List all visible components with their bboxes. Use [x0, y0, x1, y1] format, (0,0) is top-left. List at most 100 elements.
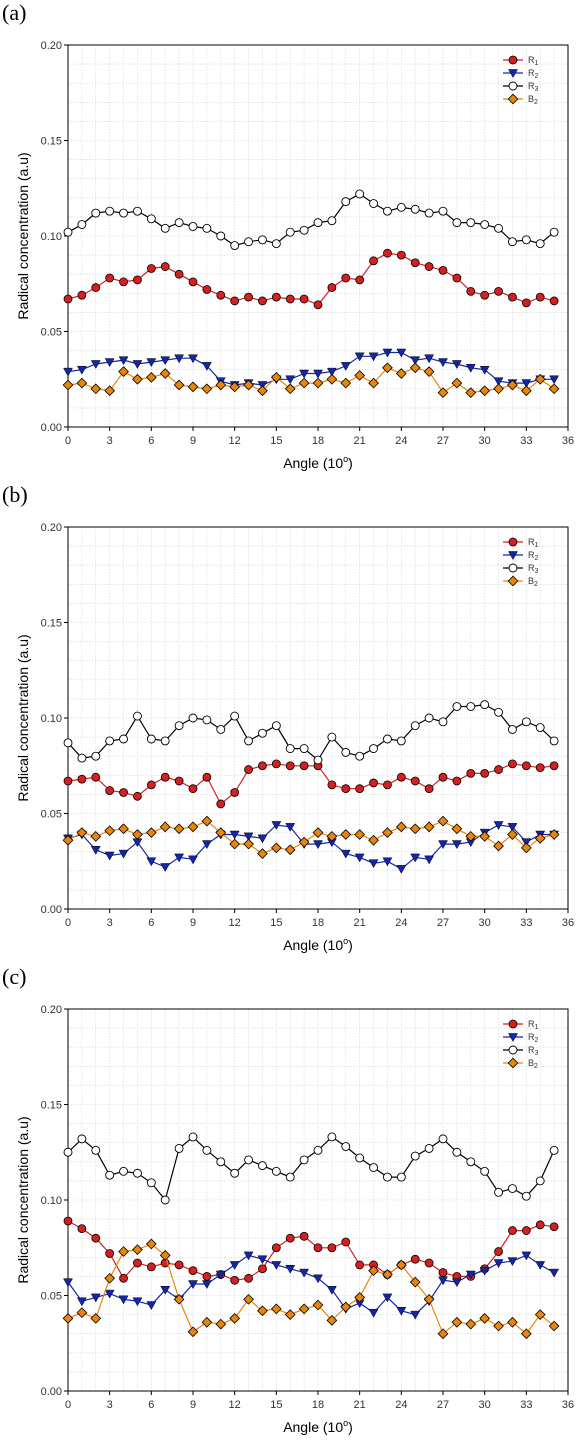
- data-point: [438, 1134, 448, 1144]
- data-point: [424, 713, 434, 723]
- data-point: [285, 375, 296, 385]
- data-point: [299, 761, 309, 771]
- data-point: [299, 1155, 309, 1165]
- data-point: [466, 286, 476, 296]
- data-point: [479, 365, 490, 375]
- data-point: [104, 1272, 116, 1284]
- x-tick-label: 36: [562, 917, 574, 929]
- data-point: [369, 744, 379, 754]
- data-point: [146, 358, 157, 368]
- data-point: [159, 821, 171, 833]
- data-point: [355, 1153, 365, 1163]
- data-point: [507, 1257, 518, 1267]
- data-point: [452, 273, 462, 283]
- data-point: [285, 1233, 295, 1243]
- data-point: [548, 1320, 560, 1332]
- data-point: [271, 292, 281, 302]
- data-point: [298, 836, 310, 848]
- data-point: [382, 1293, 393, 1303]
- y-tick-label: 0.10: [41, 1195, 62, 1207]
- data-point: [368, 834, 379, 846]
- legend-marker: [508, 69, 518, 79]
- data-point: [63, 776, 73, 786]
- data-point: [369, 1163, 379, 1172]
- data-point: [423, 1293, 435, 1305]
- data-point: [201, 362, 212, 371]
- y-tick-label: 0.00: [41, 1386, 62, 1398]
- data-point: [174, 853, 185, 863]
- y-tick-label: 0.15: [41, 136, 62, 148]
- data-point: [480, 1166, 490, 1176]
- data-point: [340, 377, 352, 389]
- data-point: [355, 275, 365, 285]
- x-tick-label: 27: [437, 435, 449, 447]
- data-point: [521, 1251, 532, 1261]
- data-point: [244, 292, 253, 302]
- data-point: [299, 744, 309, 754]
- data-point: [132, 373, 143, 385]
- x-tick-label: 36: [562, 435, 574, 447]
- panel-b: (b) 0 3 6 9 12 15 18 21 24 27 30 33 36 0.00 0.05 0.10 0.…: [0, 482, 581, 964]
- data-point: [258, 761, 267, 771]
- data-point: [382, 206, 392, 216]
- data-point: [354, 853, 365, 863]
- data-point: [355, 1260, 365, 1270]
- y-tick-label: 0.00: [41, 904, 62, 916]
- data-point: [230, 788, 240, 797]
- data-point: [243, 838, 254, 850]
- data-point: [409, 1276, 421, 1288]
- data-point: [188, 1266, 198, 1276]
- data-point: [258, 296, 267, 306]
- data-point: [382, 1172, 392, 1182]
- data-point: [77, 774, 87, 784]
- data-point: [216, 290, 226, 300]
- panel-c: (c) 0 3 6 9 12 15 18 21 24 27 30 33 36 0.00 0.05 0.10 0.…: [0, 964, 581, 1446]
- data-point: [118, 823, 129, 835]
- data-point: [465, 387, 477, 398]
- legend-label: R1: [528, 55, 539, 67]
- data-point: [160, 223, 170, 233]
- data-point: [438, 358, 448, 368]
- x-tick-label: 30: [479, 917, 491, 929]
- data-point: [188, 1280, 198, 1290]
- data-point: [480, 290, 490, 300]
- ticks-a: 0 3 6 9 12 15 18 21 24 27 30 33 360.000.050.100.150.…: [41, 40, 575, 447]
- data-point: [173, 823, 185, 835]
- data-point: [90, 1293, 101, 1303]
- data-point: [326, 831, 338, 842]
- data-point: [424, 262, 434, 271]
- data-point: [452, 776, 462, 786]
- data-point: [63, 1147, 73, 1157]
- data-point: [410, 853, 421, 863]
- x-axis-title-a: Angle (10o): [283, 454, 353, 471]
- data-point: [535, 1176, 545, 1186]
- data-point: [508, 292, 517, 302]
- x-tick-label: 27: [437, 917, 449, 929]
- data-point: [369, 199, 379, 208]
- legend-marker: [508, 1019, 518, 1029]
- data-point: [202, 285, 212, 294]
- data-point: [368, 352, 379, 362]
- data-point: [327, 1132, 337, 1142]
- data-point: [437, 815, 449, 827]
- data-point: [341, 1237, 351, 1247]
- data-point: [230, 711, 240, 721]
- data-point: [146, 857, 157, 867]
- data-point: [438, 206, 448, 216]
- data-point: [298, 377, 310, 389]
- data-point: [410, 356, 421, 366]
- data-point: [521, 717, 531, 727]
- data-point: [424, 208, 434, 218]
- data-point: [354, 829, 366, 840]
- data-point: [549, 1222, 559, 1232]
- x-tick-label: 24: [395, 917, 407, 929]
- data-point: [521, 298, 531, 308]
- data-point: [327, 1243, 337, 1253]
- ticks-b: 0 3 6 9 12 15 18 21 24 27 30 33 360.000.050.100.150.…: [41, 522, 575, 929]
- data-point: [243, 832, 254, 842]
- data-point: [313, 1243, 323, 1253]
- data-point: [535, 239, 545, 249]
- x-tick-label: 15: [270, 917, 282, 929]
- x-tick-label: 18: [312, 1399, 324, 1411]
- data-point: [465, 1270, 476, 1280]
